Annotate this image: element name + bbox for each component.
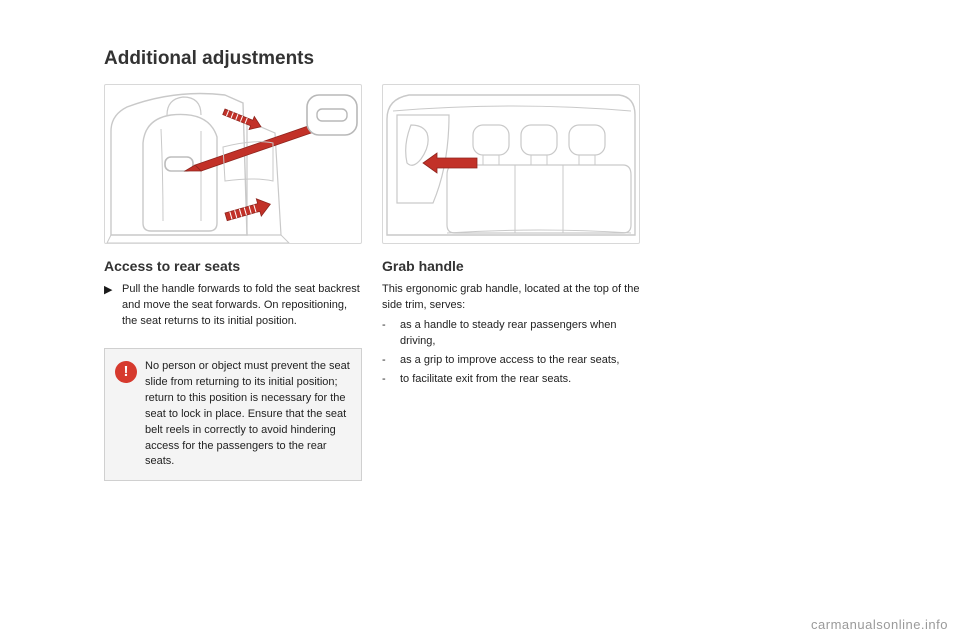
page: Additional adjustments xyxy=(0,0,960,640)
instruction-marker-icon: ▶ xyxy=(104,282,122,330)
list-item: - as a grip to improve access to the rea… xyxy=(382,353,640,369)
list-dash-icon: - xyxy=(382,318,400,350)
illustration-grab-handle xyxy=(382,84,640,244)
grab-handle-list: - as a handle to steady rear passengers … xyxy=(382,318,640,391)
caution-box: ! No person or object must prevent the s… xyxy=(104,348,362,482)
list-item: - as a handle to steady rear passengers … xyxy=(382,318,640,350)
list-item-text: as a handle to steady rear passengers wh… xyxy=(400,318,640,350)
list-item-text: as a grip to improve access to the rear … xyxy=(400,353,620,369)
caution-text: No person or object must prevent the sea… xyxy=(145,359,351,471)
two-column-layout: Access to rear seats ▶ Pull the handle f… xyxy=(104,84,872,481)
watermark: carmanualsonline.info xyxy=(811,617,948,632)
grab-handle-intro: This ergonomic grab handle, located at t… xyxy=(382,282,640,314)
caution-icon: ! xyxy=(115,361,137,383)
illustration-access-rear-seats xyxy=(104,84,362,244)
instruction-text: Pull the handle forwards to fold the sea… xyxy=(122,282,362,330)
subheading-access: Access to rear seats xyxy=(104,258,362,274)
list-item-text: to facilitate exit from the rear seats. xyxy=(400,372,571,388)
column-left: Access to rear seats ▶ Pull the handle f… xyxy=(104,84,362,481)
list-item: - to facilitate exit from the rear seats… xyxy=(382,372,640,388)
instruction-row: ▶ Pull the handle forwards to fold the s… xyxy=(104,282,362,330)
column-right: Grab handle This ergonomic grab handle, … xyxy=(382,84,640,481)
list-dash-icon: - xyxy=(382,353,400,369)
list-dash-icon: - xyxy=(382,372,400,388)
subheading-grab-handle: Grab handle xyxy=(382,258,640,274)
section-heading: Additional adjustments xyxy=(104,48,872,70)
